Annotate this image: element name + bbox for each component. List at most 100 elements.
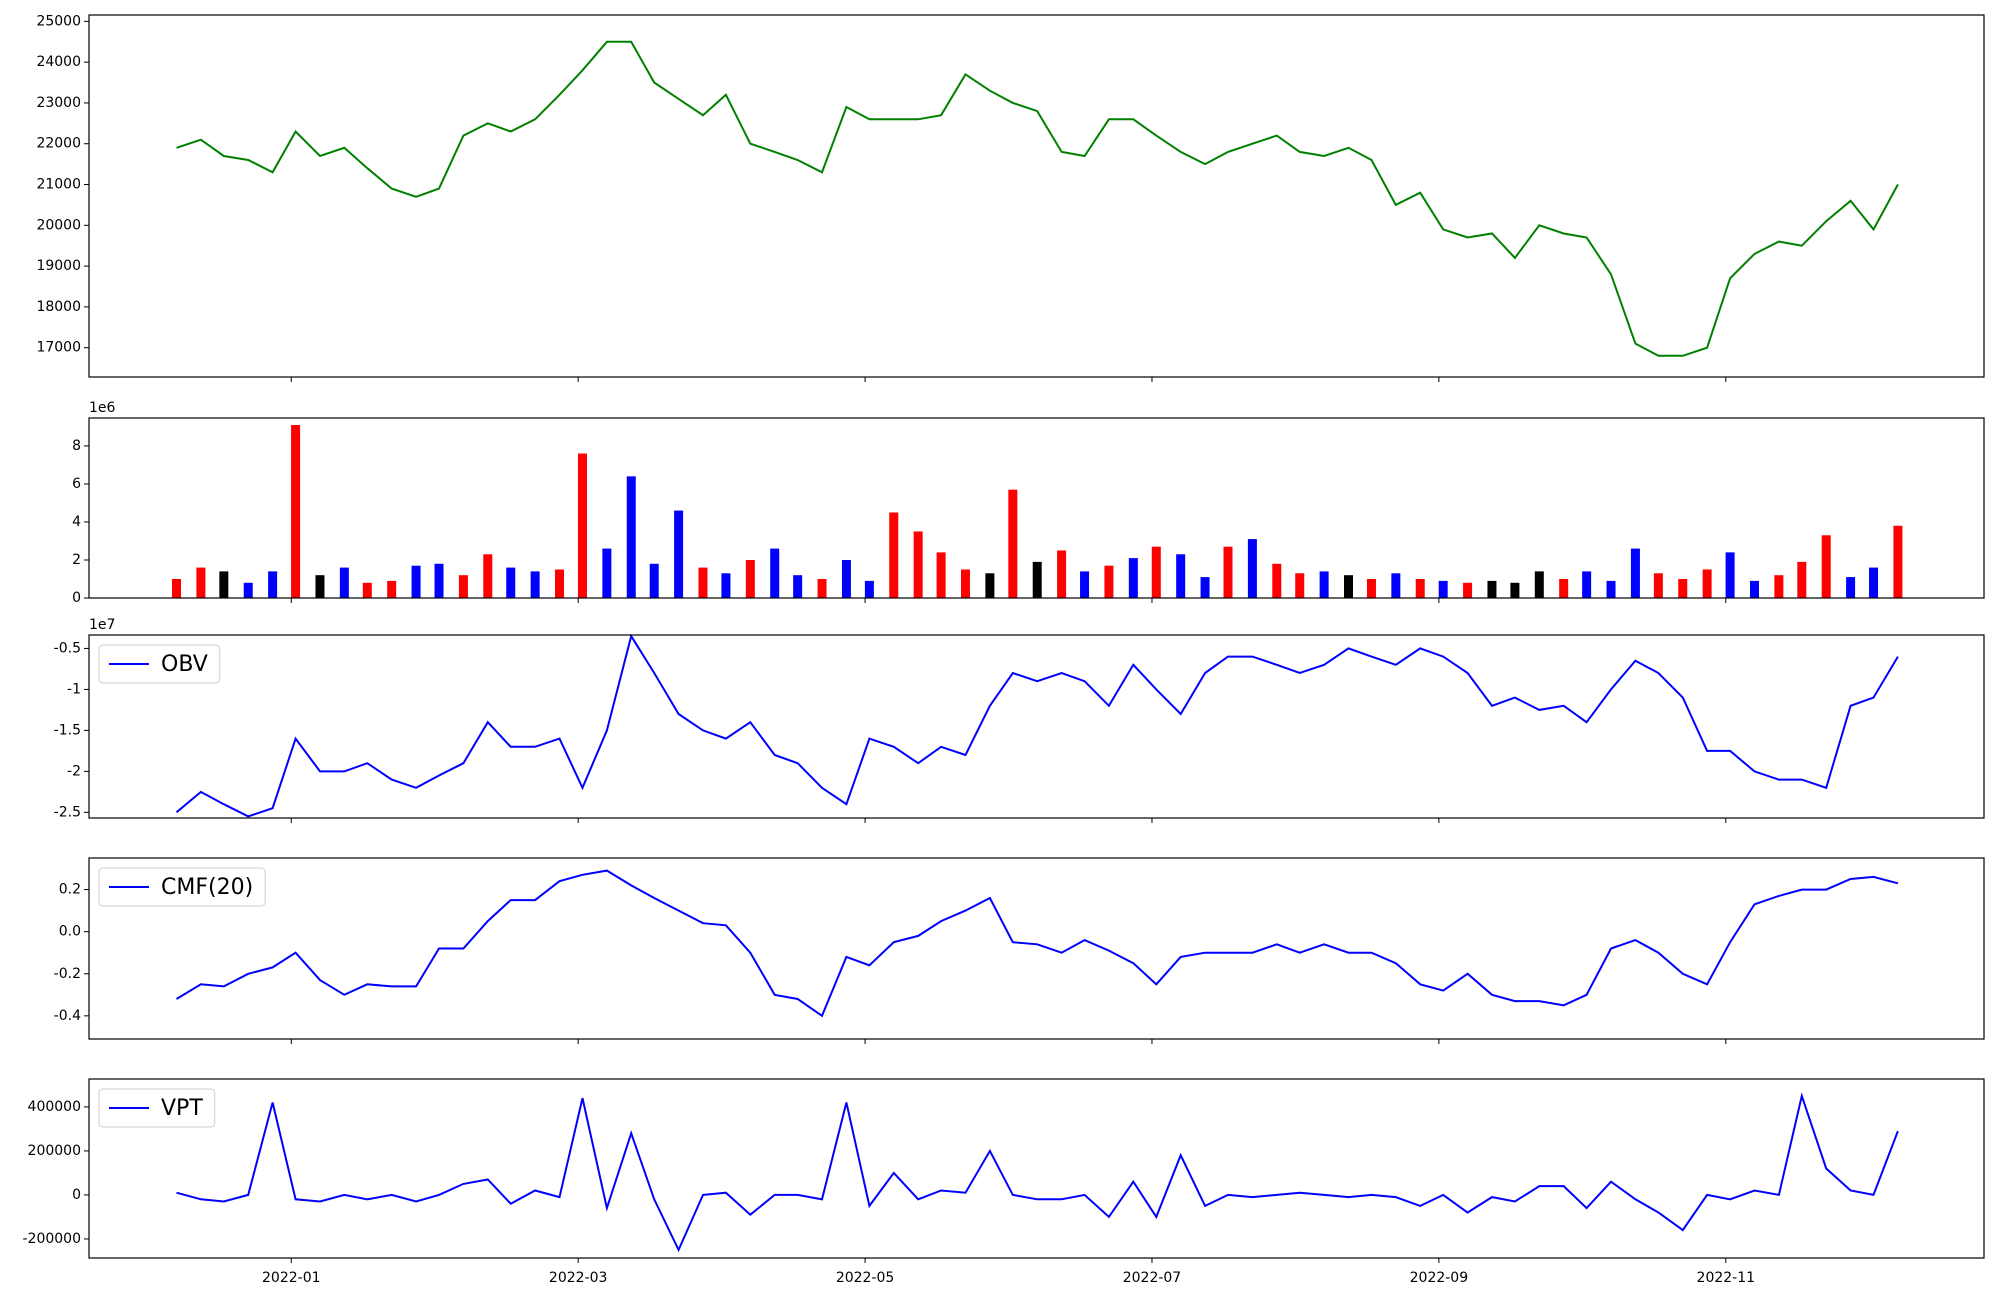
x-tick-label: 2022-01 <box>262 1270 321 1286</box>
bar <box>243 582 253 598</box>
y-tick-label: 0 <box>72 1187 81 1203</box>
y-tick-label: 0.0 <box>59 924 81 940</box>
bar <box>864 580 874 598</box>
bar <box>674 510 684 598</box>
y-tick-label: 21000 <box>36 177 81 193</box>
bar <box>1057 550 1067 598</box>
y-tick-label: 0 <box>72 590 81 606</box>
bar <box>1797 561 1807 598</box>
bar <box>770 548 780 598</box>
bar <box>793 575 803 598</box>
bar <box>889 512 899 598</box>
bar <box>1702 569 1712 598</box>
y-tick-label: 23000 <box>36 95 81 111</box>
y-tick-label: 20000 <box>36 217 81 233</box>
bar <box>387 580 397 598</box>
bar <box>1869 567 1879 598</box>
x-tick-label: 2022-07 <box>1123 1270 1182 1286</box>
bar <box>1223 546 1233 598</box>
legend-label: VPT <box>161 1096 203 1121</box>
bar <box>196 567 206 598</box>
bar <box>721 573 731 598</box>
bar <box>698 567 708 598</box>
bar <box>1846 577 1856 598</box>
y-tick-label: 19000 <box>36 258 81 274</box>
axes-frame <box>88 857 1985 1040</box>
bar <box>1559 578 1569 598</box>
bar <box>602 548 612 598</box>
bar <box>1200 577 1210 598</box>
y-tick-label: 4 <box>72 514 81 530</box>
bar <box>1295 573 1305 598</box>
bar <box>960 569 970 598</box>
bar <box>339 567 349 598</box>
y-tick-label: 25000 <box>36 13 81 29</box>
bar <box>1893 525 1903 598</box>
bar <box>1391 573 1401 598</box>
bar <box>315 575 325 598</box>
legend-label: CMF(20) <box>161 875 253 900</box>
y-tick-label: 18000 <box>36 299 81 315</box>
bar <box>577 453 587 598</box>
bar <box>1151 546 1161 598</box>
y-tick-label: 2 <box>72 552 81 568</box>
bar <box>1272 563 1282 598</box>
bar <box>1725 552 1735 598</box>
axes-frame <box>88 1078 1985 1259</box>
x-tick-label: 2022-05 <box>836 1270 895 1286</box>
y-tick-label: -2.5 <box>54 804 81 820</box>
y-tick-label: 22000 <box>36 136 81 152</box>
bar <box>1008 489 1018 598</box>
bar <box>1463 582 1473 598</box>
bar <box>1438 580 1448 598</box>
y-tick-label: 24000 <box>36 54 81 70</box>
bar <box>458 575 468 598</box>
bar <box>1510 582 1520 598</box>
legend-label: OBV <box>161 652 208 677</box>
bar <box>1749 580 1759 598</box>
bar <box>1821 535 1831 598</box>
legend-box <box>98 644 221 684</box>
bar <box>1630 548 1640 598</box>
bar <box>530 571 540 598</box>
bar <box>817 578 827 598</box>
axes-frame <box>88 417 1985 599</box>
y-tick-label: -200000 <box>23 1231 82 1247</box>
bar <box>1487 580 1497 598</box>
offset-label: 1e6 <box>89 400 116 416</box>
line <box>175 869 1899 1018</box>
x-tick-label: 2022-09 <box>1410 1270 1469 1286</box>
bar <box>985 573 995 598</box>
y-tick-label: -1.5 <box>54 722 81 738</box>
bar <box>913 531 923 598</box>
bar <box>626 476 636 598</box>
bar <box>745 559 755 598</box>
bar <box>1678 578 1688 598</box>
bar <box>1774 575 1784 598</box>
line <box>176 40 1899 357</box>
bar <box>362 582 372 598</box>
bar <box>1080 571 1090 598</box>
axes-frame <box>88 634 1985 819</box>
bar <box>172 578 182 598</box>
bar <box>1247 539 1257 598</box>
y-tick-label: 17000 <box>36 340 81 356</box>
offset-label: 1e7 <box>89 617 115 633</box>
y-tick-label: 200000 <box>28 1143 81 1159</box>
bar <box>506 567 516 598</box>
y-tick-label: 0.2 <box>59 882 81 898</box>
bar <box>268 571 278 598</box>
x-tick-label: 2022-11 <box>1697 1270 1756 1286</box>
bar <box>1366 578 1376 598</box>
bar <box>1104 565 1114 598</box>
bar <box>291 425 301 598</box>
legend-box <box>98 867 266 907</box>
bar <box>1653 573 1663 598</box>
y-tick-label: -0.4 <box>54 1008 81 1024</box>
bar <box>434 563 444 598</box>
legend-box <box>98 1088 216 1128</box>
bar <box>1128 558 1138 598</box>
bar <box>219 571 229 598</box>
bar <box>1319 571 1329 598</box>
y-tick-label: -0.2 <box>54 966 81 982</box>
